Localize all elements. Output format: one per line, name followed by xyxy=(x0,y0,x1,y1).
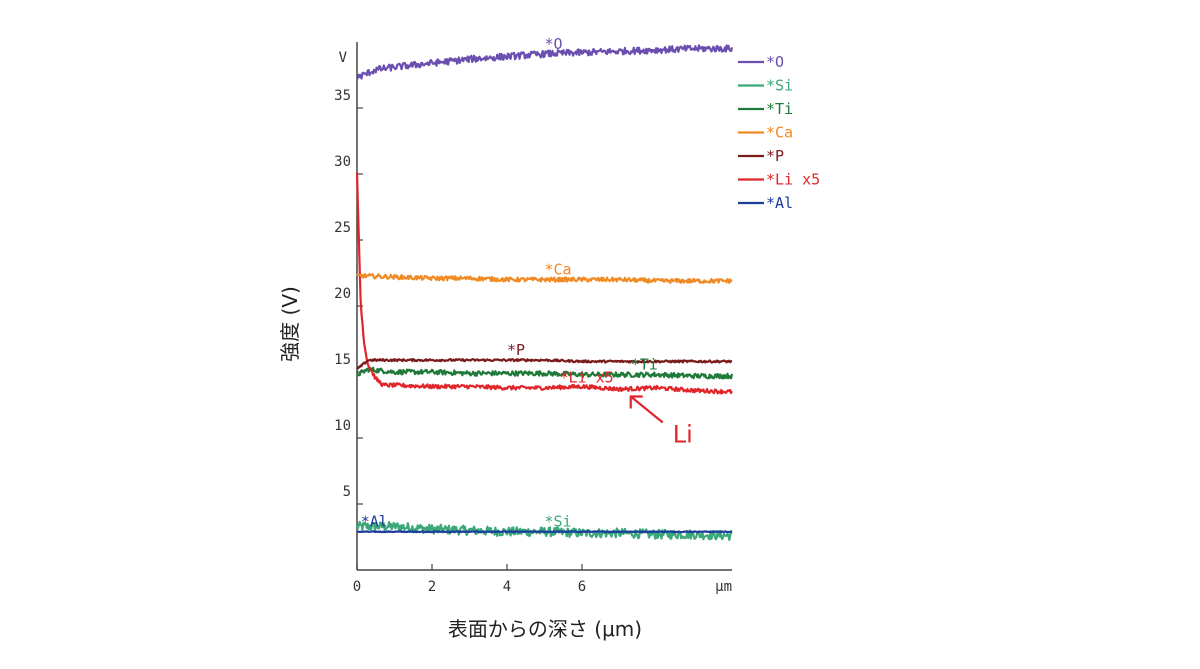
series-inline-label-al: *Al xyxy=(361,513,388,531)
axes xyxy=(356,42,732,571)
y-ticks: 5 10 15 20 25 30 35 xyxy=(334,88,363,505)
x-tick-label: 0 xyxy=(353,579,361,595)
series-inline-label-ca: *Ca xyxy=(545,261,572,279)
series-lines xyxy=(355,44,734,541)
y-tick-label: 35 xyxy=(334,88,351,104)
series-line-ca xyxy=(356,272,733,284)
y-tick-label: 5 xyxy=(343,484,351,500)
legend-label: *Si xyxy=(766,77,793,95)
annotation-arrow-head xyxy=(629,395,643,409)
annotation-arrow-shaft xyxy=(630,395,664,424)
legend-label: *P xyxy=(766,147,784,165)
legend-label: *Li x5 xyxy=(766,171,820,189)
y-tick-label: 10 xyxy=(334,418,351,434)
x-ticks: 0 2 4 6 xyxy=(353,564,586,595)
annotation-label: Li xyxy=(673,420,693,448)
legend-label: *O xyxy=(766,53,784,71)
y-tick-label: 20 xyxy=(334,286,351,302)
series-line-al xyxy=(356,530,733,534)
series-line-lix5 xyxy=(355,172,733,395)
li-annotation: Li xyxy=(629,395,693,448)
series-inline-label-lix5: *Li x5 xyxy=(560,368,614,386)
series-labels: *Si *Al *Ti *Li x5 *P *Ca *O xyxy=(361,35,658,531)
legend-label: *Al xyxy=(766,194,793,212)
series-line-o xyxy=(356,44,734,80)
y-axis-title: 強度 (V) xyxy=(278,286,302,362)
x-tick-label: 2 xyxy=(428,579,436,595)
x-tick-label: 6 xyxy=(578,579,586,595)
x-unit-label: μm xyxy=(715,579,732,595)
y-unit-label: V xyxy=(339,50,348,66)
legend-label: *Ti xyxy=(766,100,793,118)
legend-label: *Ca xyxy=(766,124,793,142)
series-inline-label-o: *O xyxy=(545,35,563,53)
x-axis-title: 表面からの深さ (μm) xyxy=(448,617,642,641)
series-inline-label-si: *Si xyxy=(545,513,572,531)
series-line-p xyxy=(356,358,733,370)
series-line-ti xyxy=(355,366,734,380)
series-inline-label-p: *P xyxy=(507,341,525,359)
series-inline-label-ti: *Ti xyxy=(631,356,658,374)
x-tick-label: 4 xyxy=(503,579,511,595)
y-tick-label: 15 xyxy=(334,352,351,368)
y-tick-label: 30 xyxy=(334,154,351,170)
y-tick-label: 25 xyxy=(334,220,351,236)
legend: *O *Si *Ti *Ca *P *Li x5 *Al xyxy=(738,53,820,212)
